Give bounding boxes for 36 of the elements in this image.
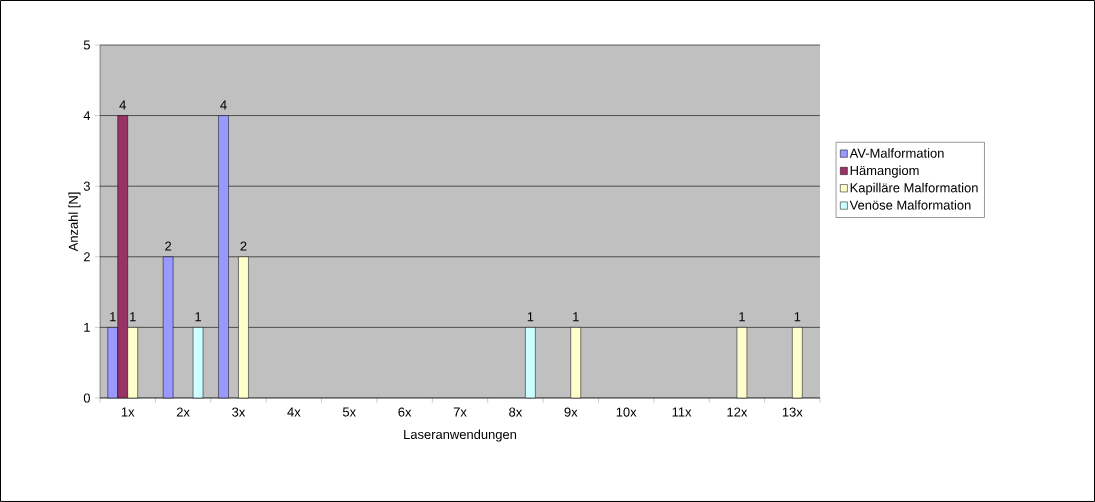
x-tick-label: 13x bbox=[782, 407, 803, 417]
x-tick-label: 2x bbox=[176, 407, 190, 417]
y-tick-label: 3 bbox=[83, 181, 90, 191]
legend-label: AV-Malformation bbox=[849, 148, 944, 158]
y-axis-title: Anzahl [N] bbox=[68, 192, 81, 252]
y-tick-label: 1 bbox=[84, 322, 90, 332]
data-label: 1 bbox=[110, 312, 116, 322]
data-label: 4 bbox=[119, 100, 126, 110]
x-tick-label: 9x bbox=[564, 407, 578, 417]
y-tick-label: 0 bbox=[83, 393, 90, 403]
x-tick-label: 8x bbox=[509, 407, 523, 417]
x-tick-label: 5x bbox=[342, 407, 356, 417]
data-label: 4 bbox=[220, 100, 227, 110]
x-tick-label: 6x bbox=[398, 407, 412, 417]
x-tick-label: 12x bbox=[727, 407, 748, 417]
x-tick-label: 7x bbox=[453, 407, 467, 417]
data-label: 1 bbox=[130, 312, 136, 322]
x-tick-label: 11x bbox=[672, 407, 692, 417]
data-label: 2 bbox=[240, 241, 247, 251]
data-label: 1 bbox=[739, 312, 745, 322]
data-label: 1 bbox=[573, 312, 579, 322]
y-tick-label: 5 bbox=[83, 40, 90, 50]
data-label: 1 bbox=[195, 312, 202, 322]
legend-label: Kapilläre Malformation bbox=[850, 182, 978, 195]
y-tick-label: 4 bbox=[83, 111, 91, 121]
x-axis-title: Laseranwendungen bbox=[404, 429, 517, 442]
legend-label: Venöse Malformation bbox=[849, 200, 971, 210]
data-label: 1 bbox=[527, 312, 534, 322]
data-label: 1 bbox=[794, 312, 801, 322]
data-label: 2 bbox=[165, 241, 172, 251]
y-tick-label: 2 bbox=[83, 252, 90, 262]
x-tick-label: 10x bbox=[616, 407, 637, 417]
legend-label: Hämangiom bbox=[850, 165, 919, 178]
x-tick-label: 4x bbox=[287, 407, 301, 417]
x-tick-label: 1x bbox=[121, 407, 135, 417]
x-tick-label: 3x bbox=[232, 407, 246, 417]
